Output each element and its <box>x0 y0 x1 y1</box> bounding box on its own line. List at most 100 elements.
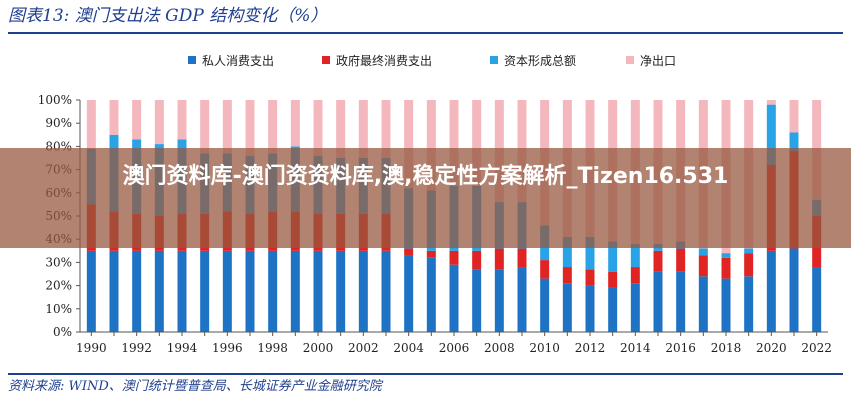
y-tick-label: 100% <box>38 93 72 107</box>
x-tick-label: 1998 <box>257 341 288 355</box>
bar-segment <box>154 250 164 332</box>
bar-segment <box>608 271 618 288</box>
bar-segment <box>789 248 799 332</box>
x-tick-label: 2004 <box>393 341 424 355</box>
bar-segment <box>608 241 618 272</box>
bar-segment <box>86 100 96 149</box>
source-note: 资料来源: WIND、澳门统计暨普查局、长城证券产业金融研究院 <box>8 379 382 394</box>
bar-segment <box>517 248 527 268</box>
x-tick-label: 2010 <box>529 341 560 355</box>
bar-segment <box>177 100 187 140</box>
bar-segment <box>676 248 686 272</box>
bar-segment <box>698 255 708 277</box>
x-tick-label: 1996 <box>212 341 243 355</box>
bar-segment <box>449 250 459 265</box>
bar-segment <box>676 271 686 332</box>
bar-segment <box>585 285 595 332</box>
x-tick-label: 2002 <box>348 341 379 355</box>
legend-item: 净出口 <box>626 54 676 68</box>
bar-segment <box>562 283 572 332</box>
bar-segment <box>200 250 210 332</box>
bar-segment <box>109 250 119 332</box>
bar-segment <box>449 264 459 332</box>
bar-segment <box>766 250 776 332</box>
bar-segment <box>540 278 550 332</box>
bar-segment <box>290 100 300 147</box>
x-tick-label: 2018 <box>711 341 742 355</box>
legend-label: 政府最终消费支出 <box>336 53 432 68</box>
bar-segment <box>449 100 459 186</box>
bar-segment <box>154 100 164 145</box>
bar-segment <box>608 287 618 332</box>
x-tick-label: 2022 <box>801 341 832 355</box>
bar-segment <box>585 269 595 286</box>
bar-segment <box>653 271 663 332</box>
bar-segment <box>698 276 708 332</box>
bar-segment <box>540 260 550 279</box>
bar-segment <box>381 250 391 332</box>
legend-swatch <box>626 56 634 64</box>
bar-segment <box>585 236 595 270</box>
x-tick-label: 2012 <box>575 341 606 355</box>
bar-segment <box>426 257 436 332</box>
bar-segment <box>698 248 708 256</box>
bar-segment <box>404 100 414 189</box>
watermark-banner <box>0 148 851 248</box>
y-tick-label: 90% <box>45 116 72 130</box>
legend-swatch <box>490 56 498 64</box>
legend-item: 政府最终消费支出 <box>322 53 432 68</box>
bar-segment <box>789 100 799 133</box>
bar-segment <box>744 253 754 277</box>
bar-segment <box>630 283 640 332</box>
legend-swatch <box>188 56 196 64</box>
bar-segment <box>494 248 504 270</box>
bar-segment <box>562 236 572 268</box>
bar-segment <box>744 248 754 254</box>
bar-segment <box>313 100 323 156</box>
bar-segment <box>245 100 255 156</box>
bar-segment <box>426 250 436 258</box>
legend-label: 私人消费支出 <box>202 54 274 68</box>
x-tick-label: 2016 <box>665 341 696 355</box>
bar-segment <box>721 257 731 279</box>
bar-segment <box>132 250 142 332</box>
y-tick-label: 10% <box>45 302 72 316</box>
bar-segment <box>336 100 346 158</box>
bar-segment <box>109 100 119 135</box>
legend-item: 资本形成总额 <box>490 54 576 68</box>
bar-segment <box>472 269 482 332</box>
bar-segment <box>812 267 822 332</box>
x-tick-label: 1990 <box>76 341 107 355</box>
legend-item: 私人消费支出 <box>188 54 274 68</box>
bar-segment <box>268 100 278 154</box>
x-axis: 1990 1992 1994 1996 1998 2000 2002 2004 2006 2008… <box>76 331 832 355</box>
x-tick-label: 2008 <box>484 341 515 355</box>
bar-segment <box>494 269 504 332</box>
bar-segment <box>222 100 232 154</box>
bar-segment <box>721 278 731 332</box>
x-tick-label: 2006 <box>439 341 470 355</box>
y-tick-label: 30% <box>45 255 72 269</box>
bar-segment <box>290 250 300 332</box>
x-tick-label: 2000 <box>303 341 334 355</box>
bar-segment <box>313 250 323 332</box>
bar-segment <box>404 255 414 332</box>
x-tick-label: 2020 <box>756 341 787 355</box>
y-tick-label: 0% <box>53 325 72 339</box>
bar-segment <box>630 267 640 284</box>
bar-segment <box>426 100 436 191</box>
x-tick-label: 1994 <box>167 341 198 355</box>
bar-segment <box>381 100 391 158</box>
chart-legend: 私人消费支出 政府最终消费支出 资本形成总额 净出口 <box>188 53 676 68</box>
legend-swatch <box>322 56 330 64</box>
bar-segment <box>766 100 776 105</box>
bar-segment <box>336 250 346 332</box>
legend-label: 资本形成总额 <box>504 54 576 68</box>
bar-segment <box>200 100 210 154</box>
bar-segment <box>132 100 142 140</box>
bar-segment <box>358 100 368 158</box>
bar-segment <box>177 250 187 332</box>
bar-segment <box>245 250 255 332</box>
bar-segment <box>268 250 278 332</box>
bar-segment <box>222 250 232 332</box>
